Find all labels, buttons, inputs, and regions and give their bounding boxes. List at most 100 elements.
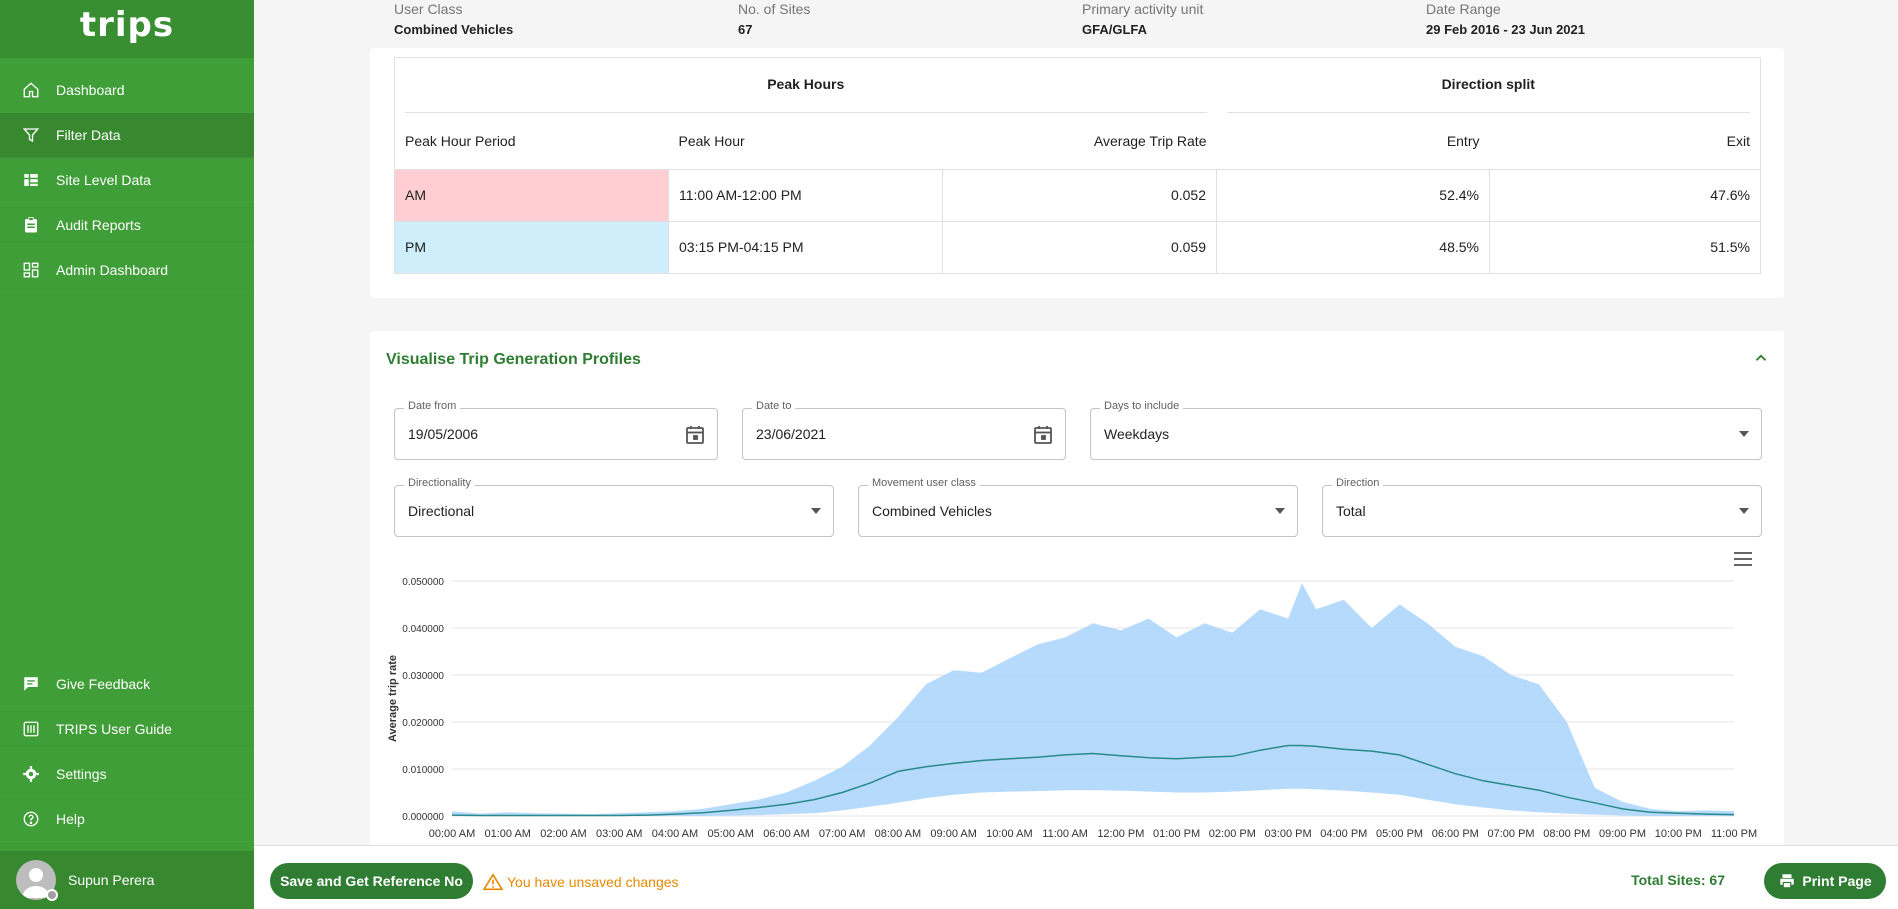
x-tick-label: 02:00 AM [540, 828, 586, 840]
site-data-icon [20, 169, 42, 191]
x-tick-label: 07:00 PM [1487, 828, 1534, 840]
sidebar-item-dashboard[interactable]: Dashboard [0, 68, 254, 113]
x-tick-label: 00:00 AM [429, 828, 475, 840]
chevron-up-icon[interactable] [1752, 349, 1770, 367]
sidebar-item-label: Audit Reports [56, 217, 141, 233]
table-cell: 48.5% [1216, 221, 1490, 274]
sidebar-item-label: Filter Data [56, 127, 121, 143]
field-value: Combined Vehicles [872, 503, 992, 519]
field-value: Weekdays [1104, 426, 1170, 442]
sidebar-item-filter-data[interactable]: Filter Data [0, 113, 254, 158]
printer-icon [1780, 874, 1795, 889]
logo-bar: trips [0, 0, 254, 58]
x-tick-label: 07:00 AM [819, 828, 865, 840]
directionality-select[interactable]: Directionality Directional [394, 477, 834, 537]
calendar-icon[interactable] [1031, 423, 1055, 447]
feedback-icon [20, 673, 42, 695]
table-cell: PM [394, 221, 669, 274]
table-row: PM 03:15 PM-04:15 PM 0.059 48.5% 51.5% [394, 221, 1761, 274]
x-tick-label: 12:00 PM [1097, 828, 1144, 840]
calendar-icon[interactable] [683, 423, 707, 447]
sidebar-item-site-level-data[interactable]: Site Level Data [0, 158, 254, 203]
visualise-card: Visualise Trip Generation Profiles Date … [370, 331, 1784, 909]
dropdown-arrow-icon [1739, 508, 1749, 514]
sidebar-item-label: Settings [56, 766, 107, 782]
help-icon [20, 808, 42, 830]
table-cell: 0.059 [942, 221, 1217, 274]
sidebar-item-audit-reports[interactable]: Audit Reports [0, 203, 254, 248]
summary-label: Primary activity unit [1082, 1, 1204, 17]
field-value: Directional [408, 503, 475, 519]
column-header: Entry [1216, 113, 1490, 170]
user-name: Supun Perera [68, 872, 155, 888]
column-header: Peak Hour [668, 113, 943, 170]
user-profile[interactable]: Supun Perera [0, 851, 254, 909]
x-tick-label: 04:00 PM [1320, 828, 1367, 840]
movement-user-class-select[interactable]: Movement user class Combined Vehicles [858, 477, 1298, 537]
peak-hours-group-header: Peak Hours [395, 58, 1217, 113]
print-page-button[interactable]: Print Page [1764, 863, 1886, 899]
warning-icon [483, 873, 503, 891]
y-tick-label: 0.010000 [402, 765, 444, 776]
sidebar-item-user-guide[interactable]: TRIPS User Guide [0, 707, 254, 752]
summary-activity-unit: Primary activity unit GFA/GLFA [1082, 0, 1426, 37]
summary-value: 29 Feb 2016 - 23 Jun 2021 [1426, 22, 1585, 37]
x-tick-label: 10:00 AM [986, 828, 1032, 840]
date-to-field[interactable]: Date to 23/06/2021 [742, 400, 1066, 460]
sidebar-item-label: TRIPS User Guide [56, 721, 172, 737]
print-label: Print Page [1802, 873, 1872, 889]
summary-value: Combined Vehicles [394, 22, 514, 37]
y-tick-label: 0.040000 [402, 624, 444, 635]
direction-split-group-header: Direction split [1217, 58, 1761, 113]
x-tick-label: 01:00 AM [484, 828, 530, 840]
unsaved-changes-warning: You have unsaved changes [483, 873, 679, 891]
sidebar-item-label: Give Feedback [56, 676, 151, 692]
x-tick-label: 05:00 PM [1376, 828, 1423, 840]
column-header: Exit [1489, 113, 1761, 170]
trips-logo[interactable]: trips [79, 5, 175, 45]
peak-hours-card: Peak Hours Direction split Peak Hour Per… [370, 48, 1784, 298]
field-value: Total [1336, 503, 1366, 519]
direction-select[interactable]: Direction Total [1322, 477, 1762, 537]
y-axis-label: Average trip rate [387, 655, 399, 742]
field-label: Direction [1332, 477, 1384, 489]
main-content: User Class Combined Vehicles No. of Site… [254, 0, 1898, 909]
dropdown-arrow-icon [1275, 508, 1285, 514]
sidebar-item-settings[interactable]: Settings [0, 752, 254, 797]
bottom-action-bar: Save and Get Reference No You have unsav… [254, 845, 1898, 909]
sidebar-item-give-feedback[interactable]: Give Feedback [0, 662, 254, 707]
field-label: Date to [752, 400, 796, 412]
guide-icon [20, 718, 42, 740]
sidebar: trips Dashboard Filter Data Site Level D… [0, 0, 254, 909]
y-tick-label: 0.050000 [402, 577, 444, 588]
date-from-field[interactable]: Date from 19/05/2006 [394, 400, 718, 460]
x-tick-label: 01:00 PM [1153, 828, 1200, 840]
table-header-row: Peak Hour Period Peak Hour Average Trip … [394, 113, 1761, 170]
table-cell: AM [394, 169, 669, 222]
summary-bar: User Class Combined Vehicles No. of Site… [394, 0, 1774, 37]
mean-line [451, 744, 1735, 817]
status-dot [46, 889, 58, 901]
field-label: Movement user class [868, 477, 980, 489]
days-to-include-select[interactable]: Days to include Weekdays [1090, 400, 1762, 460]
field-label: Directionality [404, 477, 475, 489]
table-row: AM 11:00 AM-12:00 PM 0.052 52.4% 47.6% [394, 169, 1761, 222]
peak-hours-table: Peak Hours Direction split Peak Hour Per… [394, 57, 1761, 274]
column-header: Average Trip Rate [942, 113, 1217, 170]
trip-profile-chart-area: 0.000000 0.010000 0.020000 0.030000 0.040000… [370, 546, 1784, 846]
chart-menu-icon[interactable] [1734, 552, 1752, 566]
gear-icon [20, 763, 42, 785]
x-tick-label: 03:00 AM [596, 828, 642, 840]
dropdown-arrow-icon [811, 508, 821, 514]
sidebar-item-help[interactable]: Help [0, 797, 254, 842]
summary-label: Date Range [1426, 1, 1501, 17]
save-reference-button[interactable]: Save and Get Reference No [270, 863, 473, 899]
x-tick-label: 11:00 AM [1042, 828, 1088, 840]
table-cell: 0.052 [942, 169, 1217, 222]
avatar[interactable] [16, 860, 58, 901]
y-tick-label: 0.020000 [402, 718, 444, 729]
table-cell: 03:15 PM-04:15 PM [668, 221, 943, 274]
range-band [452, 583, 1734, 816]
sidebar-item-admin-dashboard[interactable]: Admin Dashboard [0, 248, 254, 293]
summary-value: GFA/GLFA [1082, 22, 1147, 37]
